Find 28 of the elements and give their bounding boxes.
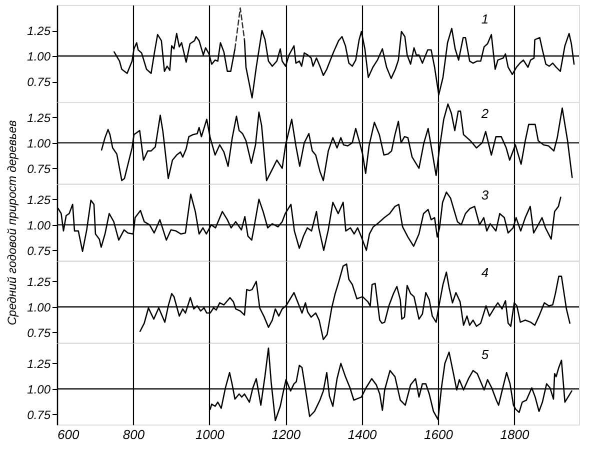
x-tick-label: 1000 [195,427,226,442]
y-tick-label: 1.00 [27,300,51,314]
series-label: 4 [481,265,489,280]
y-tick-label: 1.00 [27,382,51,396]
y-tick-label: 1.00 [27,136,51,150]
y-tick-label: 1.25 [27,192,51,207]
y-tick-label: 1.00 [27,50,51,64]
y-tick-label: 0.75 [27,75,51,89]
y-tick-label: 0.75 [27,326,51,340]
y-tick-label: 0.75 [27,162,51,176]
y-tick-label: 1.25 [27,110,51,125]
x-tick-label: 1600 [424,427,454,442]
y-axis-title: Средний годовой прирост деревьев [5,120,20,326]
x-tick-label: 1800 [500,427,530,442]
y-tick-label: 0.75 [27,244,51,258]
x-tick-label: 600 [58,427,80,442]
y-tick-label: 0.75 [27,408,51,422]
y-tick-label: 1.00 [27,218,51,232]
y-tick-label: 1.25 [27,274,51,289]
series-label: 2 [480,106,490,122]
x-tick-label: 800 [122,427,146,442]
x-tick-label: 1200 [272,427,302,442]
series-label: 1 [481,12,489,27]
y-tick-label: 1.25 [27,24,51,38]
series-label: 5 [481,347,490,362]
x-tick-label: 1400 [348,427,378,442]
series-label: 3 [481,187,490,202]
y-tick-label: 1.25 [27,356,51,371]
